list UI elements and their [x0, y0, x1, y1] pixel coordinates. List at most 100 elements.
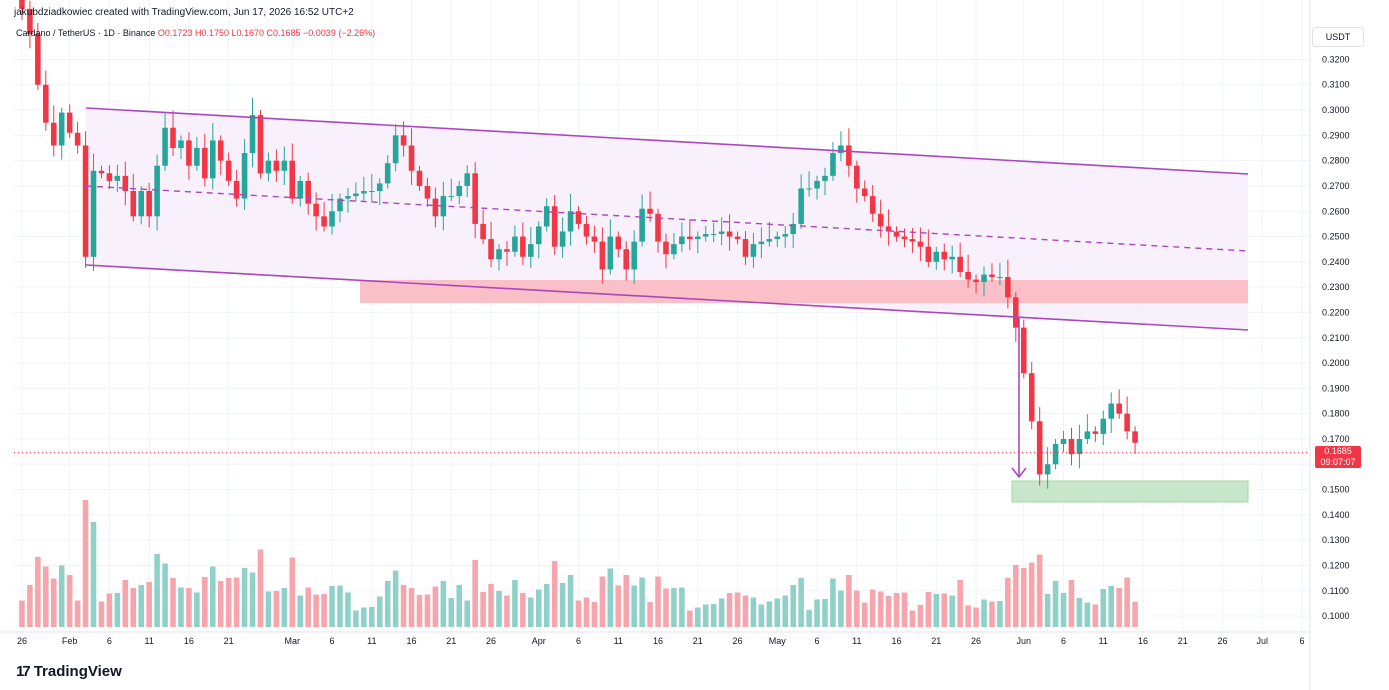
candle-body — [687, 236, 693, 240]
symbol-label[interactable]: Cardano / TetherUS · 1D · Binance — [16, 28, 156, 38]
volume-bar — [1044, 594, 1051, 627]
volume-bar — [416, 595, 423, 627]
time-tick-label: 21 — [1178, 636, 1188, 646]
candle-body — [790, 223, 796, 235]
time-tick-label: 16 — [184, 636, 194, 646]
volume-bar — [798, 578, 804, 627]
volume-bar — [973, 607, 979, 627]
price-tick-label: 0.3000 — [1322, 105, 1350, 115]
volume-bar — [726, 593, 733, 627]
price-axis[interactable]: 0.3200 0.3100 0.3000 0.2900 0.2800 0.2700 0.26… — [1309, 0, 1350, 690]
volume-bar — [122, 580, 129, 627]
volume-bar — [400, 585, 407, 627]
candle-body — [209, 140, 216, 179]
time-tick-label: 11 — [852, 636, 861, 646]
chart-drawings — [86, 108, 1249, 503]
volume-bar — [1028, 562, 1035, 627]
candle-body — [217, 140, 224, 161]
volume-bar — [1005, 578, 1011, 627]
candle-body — [965, 271, 971, 280]
time-tick-label: Mar — [285, 636, 301, 646]
volume-bar — [981, 599, 987, 627]
candle-body — [90, 170, 97, 257]
candle-body — [774, 236, 781, 240]
candle-body — [170, 127, 176, 149]
volume-bar — [1124, 577, 1130, 627]
candle-body — [846, 145, 852, 166]
candle-body — [671, 244, 677, 255]
volume-bar — [19, 600, 25, 627]
price-tick-label: 0.2900 — [1322, 130, 1350, 140]
volume-bar — [297, 595, 304, 627]
volume-bar — [631, 585, 637, 627]
candle-body — [305, 180, 311, 204]
volume-bar — [933, 594, 940, 627]
volume-bar — [353, 610, 359, 627]
volume-bar — [496, 591, 502, 627]
volume-bar — [997, 601, 1003, 627]
candle-body — [1116, 403, 1122, 414]
volume-bar — [599, 576, 606, 627]
tradingview-logo[interactable]: 17 TradingView — [16, 663, 122, 680]
time-axis[interactable]: 26 Feb 6 11 16 21 Mar 6 11 16 21 26 Apr 6 11 16 21 26 May 6… — [0, 631, 1310, 646]
volume-bar — [607, 568, 614, 627]
volume-bar — [50, 578, 57, 627]
volume-bar — [170, 578, 176, 627]
candle-body — [329, 211, 335, 227]
candle-body — [710, 234, 717, 236]
candle-body — [122, 175, 129, 192]
support-zone — [1011, 480, 1249, 503]
price-tick-label: 0.2700 — [1322, 181, 1350, 191]
candle-body — [1028, 373, 1035, 422]
candle-body — [567, 211, 574, 232]
resistance-zone — [360, 280, 1248, 303]
time-tick-label: 21 — [446, 636, 456, 646]
candle-body — [265, 160, 272, 174]
candle-body — [1005, 277, 1011, 298]
candle-body — [528, 244, 534, 257]
volume-bar — [66, 575, 73, 627]
volume-bar — [957, 580, 963, 627]
candle-body — [663, 241, 669, 255]
volume-bar — [1108, 586, 1115, 627]
candle-body — [1020, 327, 1027, 374]
time-tick-label: 16 — [653, 636, 663, 646]
candle-body — [1068, 438, 1075, 455]
volume-bar — [384, 581, 391, 627]
candle-body — [186, 140, 192, 166]
price-tick-label: 0.3100 — [1322, 80, 1350, 90]
volume-bar — [567, 575, 574, 627]
drop-arrow-head — [1011, 467, 1027, 479]
candle-body — [249, 115, 256, 154]
volume-bar — [27, 585, 33, 627]
candle-body — [27, 8, 33, 35]
candle-body — [885, 226, 892, 232]
volume-bar — [615, 585, 622, 627]
volume-bar — [154, 554, 160, 627]
candle-body — [933, 251, 940, 262]
candle-body — [1036, 421, 1043, 475]
price-tick-label: 0.2200 — [1322, 307, 1350, 317]
volume-bar — [861, 602, 868, 627]
candle-body — [1052, 444, 1059, 465]
candle-body — [376, 183, 383, 192]
volume-bar — [925, 592, 932, 627]
candle-body — [50, 122, 57, 146]
candle-body — [782, 234, 789, 237]
time-tick-label: Feb — [62, 636, 78, 646]
candle-body — [384, 163, 391, 184]
candle-body — [551, 206, 558, 247]
volume-bar — [671, 588, 677, 627]
price-tick-label: 0.1500 — [1322, 485, 1350, 495]
volume-bar — [43, 566, 49, 627]
candle-body — [997, 277, 1003, 279]
volume-bar — [249, 572, 256, 627]
candle-body — [814, 180, 820, 189]
candle-body — [909, 239, 916, 242]
price-tick-label: 0.2600 — [1322, 206, 1350, 216]
candle-body — [830, 153, 836, 176]
volume-bar — [543, 584, 550, 627]
candle-body — [74, 132, 81, 146]
currency-label[interactable]: USDT — [1312, 27, 1364, 47]
